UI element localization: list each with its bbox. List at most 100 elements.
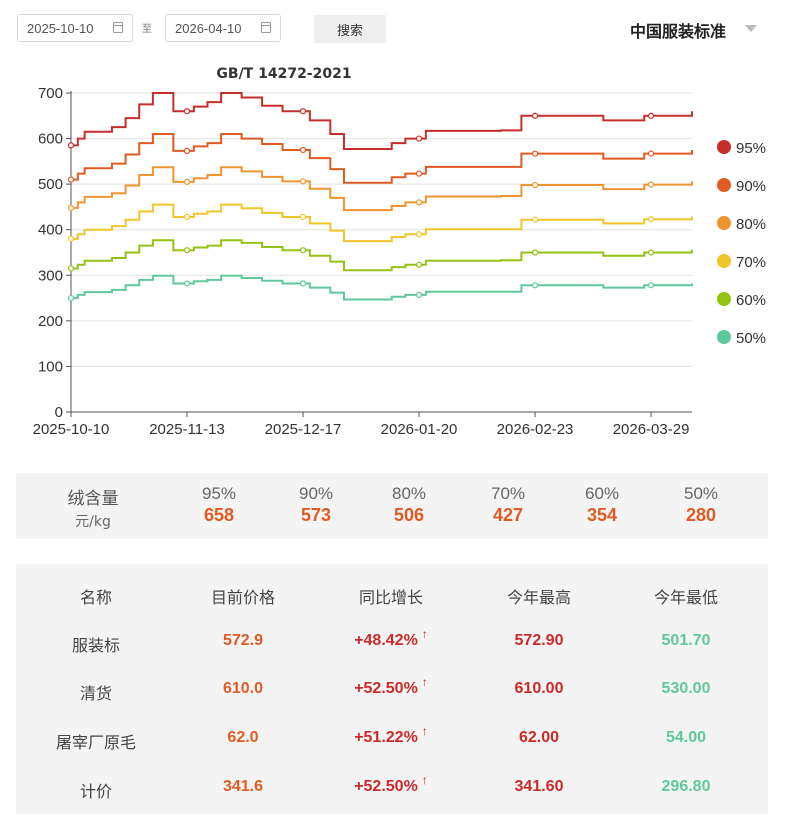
summary-price: 354 [586,505,618,525]
chevron-down-icon[interactable] [745,25,757,32]
y-tick-label: 300 [38,267,63,284]
search-button[interactable]: 搜索 [314,15,386,43]
table-header: 今年最高 [506,588,571,607]
x-tick-label: 2025-10-10 [33,421,110,438]
series-point [415,261,423,268]
end-date-input[interactable]: 2026-04-10 [165,14,281,42]
row-current: 341.6 [222,778,264,795]
series-point [647,112,655,119]
price-line-chart: GB/T 14272-2021 0 100 200 300 400 500 600 700 20… [33,66,766,438]
series-point [415,291,423,298]
row-current: 62.0 [227,729,259,746]
series-point [299,247,307,254]
row-yoy-value: +52.50% [354,778,418,795]
row-current: 610.0 [222,680,264,697]
series-point [647,150,655,157]
summary-item: 60% 354 [572,484,632,526]
series-line [71,274,693,301]
arrow-up-icon: ↑ [421,675,428,689]
series-point [415,135,423,142]
series-point [415,170,423,177]
summary-item: 95% 658 [189,484,249,526]
y-tick-label: 500 [38,176,63,193]
arrow-up-icon: ↑ [421,724,428,738]
legend-marker [717,216,731,230]
series-point [67,176,75,183]
series-point [647,249,655,256]
series-point [299,213,307,221]
series-point [183,247,191,254]
row-yoy: +52.50% ↑ [321,675,461,698]
series-point [415,199,423,206]
row-name: 服装标 [71,636,120,655]
y-tick-label: 700 [38,85,63,102]
date-separator: 至 [142,24,152,35]
standard-select[interactable]: 中国服装标准 [630,22,727,41]
summary-pct: 60% [584,484,620,503]
row-low: 296.80 [661,778,711,795]
row-name: 计价 [79,782,112,801]
end-date-value: 2026-04-10 [175,21,242,36]
y-tick-label: 100 [38,358,63,375]
down-content-summary: 绒含量 元/kg 95% 658 90% 573 80% 506 70% 427… [16,473,768,539]
series-point [531,249,539,256]
summary-price: 658 [203,505,235,525]
legend-label: 90% [736,178,766,195]
legend-label: 70% [736,254,766,271]
row-high: 62.00 [518,729,560,746]
row-low: 501.70 [661,632,711,649]
calendar-icon [113,22,123,33]
series-point [67,204,75,211]
x-tick-label: 2026-01-20 [381,421,458,438]
legend-label: 60% [736,292,766,309]
series-point [647,216,655,223]
series-point [531,150,539,157]
summary-price: 506 [393,505,425,525]
series-point [183,280,191,287]
series-point [415,231,423,238]
legend-marker [717,292,731,306]
chart-title: GB/T 14272-2021 [216,66,351,82]
series-point [67,235,75,242]
series-point [67,265,75,272]
summary-price: 280 [685,505,717,525]
legend-marker [717,178,731,192]
series-point [299,146,307,154]
row-high: 610.00 [514,680,564,697]
series-line [71,166,693,212]
series-point [531,216,539,223]
table-header: 目前价格 [210,588,275,607]
row-yoy-value: +51.22% [354,729,418,746]
row-yoy-value: +52.50% [354,680,418,697]
row-high: 572.90 [514,632,564,649]
series-point [183,108,191,115]
row-current: 572.9 [222,632,264,649]
arrow-up-icon: ↑ [421,627,428,641]
row-yoy: +51.22% ↑ [321,724,461,747]
start-date-value: 2025-10-10 [27,21,94,36]
arrow-up-icon: ↑ [421,773,428,787]
series-point [299,178,307,185]
summary-item: 80% 506 [379,484,439,526]
x-tick-label: 2025-12-17 [265,421,342,438]
y-tick-label: 0 [55,404,63,421]
summary-label-title: 绒含量 [67,489,119,509]
series-line [71,203,693,243]
series-point [183,147,191,154]
row-high: 341.60 [514,778,564,795]
legend-label: 80% [736,216,766,233]
summary-label-unit: 元/kg [75,514,111,530]
series-point [531,181,539,189]
calendar-icon [261,22,271,33]
start-date-input[interactable]: 2025-10-10 [17,14,133,42]
row-yoy-value: +48.42% [354,632,418,649]
series-line [71,133,693,184]
series-point [67,294,75,302]
series-point [299,108,307,115]
series-point [299,280,307,287]
series-point [647,282,655,289]
legend-label: 50% [736,330,766,347]
summary-pct: 70% [490,484,526,503]
series-line [71,239,693,272]
price-table: 名称 目前价格 同比增长 今年最高 今年最低 服装标 572.9 +48.42%… [16,564,768,814]
